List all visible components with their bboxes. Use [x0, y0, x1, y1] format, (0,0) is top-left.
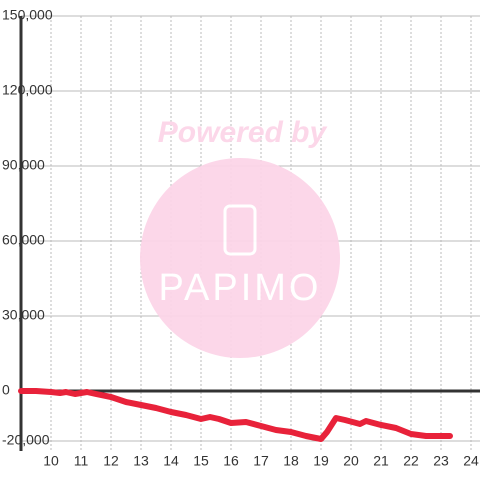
x-tick-label: 18 — [283, 453, 299, 469]
x-tick-label: 20 — [343, 453, 359, 469]
x-tick-label: 24 — [463, 453, 479, 469]
watermark-icon — [223, 204, 257, 256]
watermark-circle — [140, 158, 340, 358]
x-tick-label: 19 — [313, 453, 329, 469]
y-tick-label: 120,000 — [2, 82, 53, 98]
x-tick-label: 12 — [103, 453, 119, 469]
x-tick-label: 22 — [403, 453, 419, 469]
x-tick-label: 23 — [433, 453, 449, 469]
y-tick-label: 90,000 — [2, 157, 45, 173]
y-tick-label: 60,000 — [2, 232, 45, 248]
x-tick-label: 10 — [43, 453, 59, 469]
x-tick-label: 13 — [133, 453, 149, 469]
y-tick-label: -20,000 — [2, 432, 50, 448]
watermark-brand: PAPIMO — [159, 267, 322, 309]
x-tick-label: 11 — [74, 453, 89, 469]
y-tick-label: 30,000 — [2, 307, 45, 323]
x-tick-label: 15 — [193, 453, 209, 469]
x-tick-label: 14 — [163, 453, 179, 469]
watermark: Powered by PAPIMO — [140, 116, 340, 358]
x-tick-label: 16 — [223, 453, 239, 469]
x-tick-label: 21 — [373, 453, 389, 469]
y-tick-label: 0 — [2, 382, 10, 398]
watermark-caption: Powered by — [158, 116, 328, 149]
series-line — [18, 388, 453, 442]
y-tick-label: 150,000 — [2, 7, 53, 23]
x-tick-label: 17 — [253, 453, 269, 469]
